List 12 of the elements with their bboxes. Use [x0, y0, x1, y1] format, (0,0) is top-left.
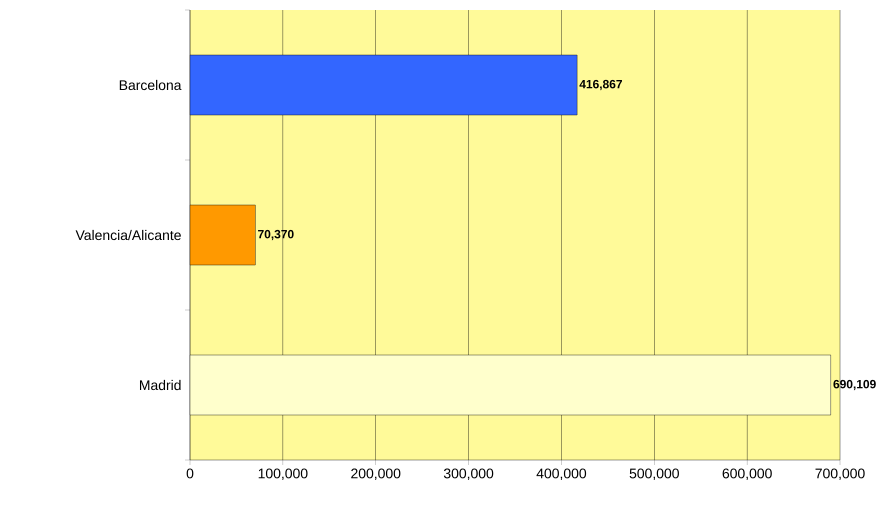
- y-tick-label: Valencia/Alicante: [76, 230, 181, 240]
- data-label: 416,867: [579, 80, 622, 90]
- x-tick-label: 600,000: [722, 468, 772, 480]
- y-tick-label: Madrid: [140, 380, 181, 390]
- x-tick-label: 100,000: [258, 468, 308, 480]
- x-tick-label: 400,000: [536, 468, 586, 480]
- x-tick-label: 0: [186, 468, 194, 478]
- y-tick-label: Barcelona: [120, 80, 182, 90]
- x-tick-label: 500,000: [630, 468, 679, 480]
- x-tick-label: 300,000: [444, 468, 494, 480]
- x-tick-label: 200,000: [351, 468, 400, 480]
- x-tick-label: 700,000: [816, 468, 865, 480]
